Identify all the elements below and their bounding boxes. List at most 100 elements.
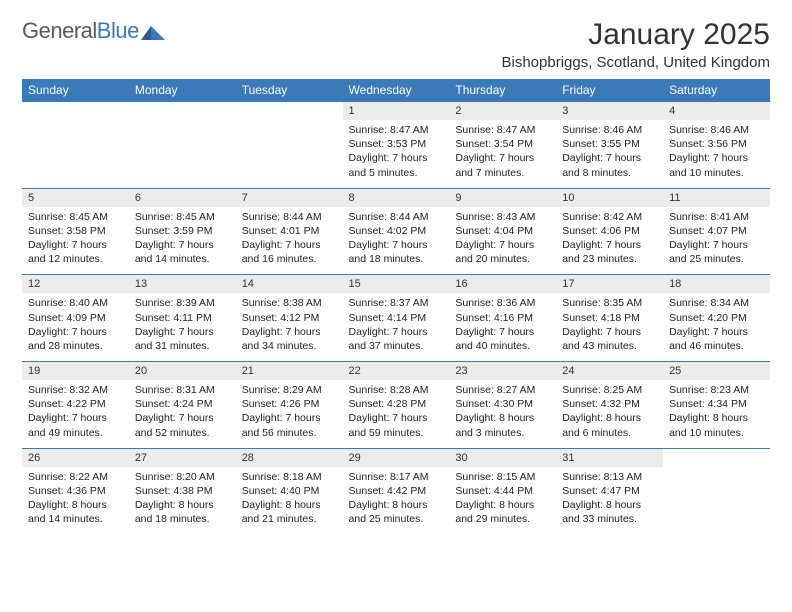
sunset-text: Sunset: 4:40 PM — [242, 484, 337, 498]
sunrise-text: Sunrise: 8:42 AM — [562, 210, 657, 224]
day-content-cell: Sunrise: 8:44 AMSunset: 4:01 PMDaylight:… — [236, 207, 343, 275]
sunrise-text: Sunrise: 8:45 AM — [28, 210, 123, 224]
sunset-text: Sunset: 4:30 PM — [455, 397, 550, 411]
sunset-text: Sunset: 4:20 PM — [669, 311, 764, 325]
daylight-text: Daylight: 7 hours and 31 minutes. — [135, 325, 230, 353]
sunrise-text: Sunrise: 8:43 AM — [455, 210, 550, 224]
day-content-cell: Sunrise: 8:45 AMSunset: 3:58 PMDaylight:… — [22, 207, 129, 275]
sunset-text: Sunset: 3:58 PM — [28, 224, 123, 238]
day-header: Monday — [129, 79, 236, 102]
day-content-cell: Sunrise: 8:25 AMSunset: 4:32 PMDaylight:… — [556, 380, 663, 448]
sunset-text: Sunset: 4:28 PM — [349, 397, 444, 411]
logo-word1: General — [22, 18, 97, 43]
sunrise-text: Sunrise: 8:25 AM — [562, 383, 657, 397]
day-number-cell: 24 — [556, 362, 663, 381]
day-number-cell: 30 — [449, 448, 556, 467]
day-number-cell — [236, 102, 343, 121]
day-number-cell: 18 — [663, 275, 770, 294]
day-content-cell: Sunrise: 8:47 AMSunset: 3:53 PMDaylight:… — [343, 120, 450, 188]
sunset-text: Sunset: 4:01 PM — [242, 224, 337, 238]
content-row: Sunrise: 8:40 AMSunset: 4:09 PMDaylight:… — [22, 293, 770, 361]
daylight-text: Daylight: 7 hours and 18 minutes. — [349, 238, 444, 266]
day-content-cell: Sunrise: 8:28 AMSunset: 4:28 PMDaylight:… — [343, 380, 450, 448]
sunset-text: Sunset: 4:04 PM — [455, 224, 550, 238]
day-number-cell: 12 — [22, 275, 129, 294]
sunset-text: Sunset: 4:11 PM — [135, 311, 230, 325]
logo-word2: Blue — [97, 18, 139, 43]
day-content-cell: Sunrise: 8:27 AMSunset: 4:30 PMDaylight:… — [449, 380, 556, 448]
sunset-text: Sunset: 4:47 PM — [562, 484, 657, 498]
location: Bishopbriggs, Scotland, United Kingdom — [502, 54, 771, 71]
sunset-text: Sunset: 4:02 PM — [349, 224, 444, 238]
day-content-cell — [236, 120, 343, 188]
sunrise-text: Sunrise: 8:44 AM — [349, 210, 444, 224]
daylight-text: Daylight: 8 hours and 14 minutes. — [28, 498, 123, 526]
day-number-cell: 27 — [129, 448, 236, 467]
title-block: January 2025 Bishopbriggs, Scotland, Uni… — [502, 18, 771, 71]
day-header-row: SundayMondayTuesdayWednesdayThursdayFrid… — [22, 79, 770, 102]
sunrise-text: Sunrise: 8:32 AM — [28, 383, 123, 397]
sunset-text: Sunset: 3:56 PM — [669, 137, 764, 151]
content-row: Sunrise: 8:32 AMSunset: 4:22 PM Daylight:… — [22, 380, 770, 448]
sunset-text: Sunset: 4:16 PM — [455, 311, 550, 325]
daylight-text: Daylight: 8 hours and 25 minutes. — [349, 498, 444, 526]
daylight-text: Daylight: 7 hours and 10 minutes. — [669, 151, 764, 179]
calendar-table: SundayMondayTuesdayWednesdayThursdayFrid… — [22, 79, 770, 535]
day-number-cell: 10 — [556, 188, 663, 207]
day-content-cell: Sunrise: 8:42 AMSunset: 4:06 PMDaylight:… — [556, 207, 663, 275]
sunset-text: Sunset: 3:55 PM — [562, 137, 657, 151]
day-number-cell: 22 — [343, 362, 450, 381]
sunrise-text: Sunrise: 8:36 AM — [455, 296, 550, 310]
sunrise-text: Sunrise: 8:27 AM — [455, 383, 550, 397]
day-content-cell: Sunrise: 8:46 AMSunset: 3:56 PMDaylight:… — [663, 120, 770, 188]
sunset-text: Sunset: 4:36 PM — [28, 484, 123, 498]
day-number-cell: 16 — [449, 275, 556, 294]
sunrise-text: Sunrise: 8:17 AM — [349, 470, 444, 484]
day-content-cell: Sunrise: 8:18 AMSunset: 4:40 PMDaylight:… — [236, 467, 343, 535]
sunset-text: Sunset: 4:18 PM — [562, 311, 657, 325]
daylight-text: Daylight: 7 hours and 56 minutes. — [242, 411, 337, 439]
day-number-cell: 13 — [129, 275, 236, 294]
content-row: Sunrise: 8:47 AMSunset: 3:53 PM Daylight:… — [22, 120, 770, 188]
day-content-cell — [22, 120, 129, 188]
daylight-text: Daylight: 7 hours and 34 minutes. — [242, 325, 337, 353]
daynum-row: 1234 — [22, 102, 770, 121]
sunrise-text: Sunrise: 8:46 AM — [562, 123, 657, 137]
daylight-text: Daylight: 8 hours and 6 minutes. — [562, 411, 657, 439]
logo: GeneralBlue — [22, 18, 165, 44]
sunrise-text: Sunrise: 8:47 AM — [349, 123, 444, 137]
day-content-cell: Sunrise: 8:41 AMSunset: 4:07 PMDaylight:… — [663, 207, 770, 275]
sunrise-text: Sunrise: 8:40 AM — [28, 296, 123, 310]
sunset-text: Sunset: 4:22 PM — [28, 397, 123, 411]
daylight-text: Daylight: 7 hours and 28 minutes. — [28, 325, 123, 353]
day-content-cell: Sunrise: 8:13 AMSunset: 4:47 PMDaylight:… — [556, 467, 663, 535]
sunset-text: Sunset: 4:09 PM — [28, 311, 123, 325]
sunset-text: Sunset: 3:53 PM — [349, 137, 444, 151]
sunrise-text: Sunrise: 8:13 AM — [562, 470, 657, 484]
content-row: Sunrise: 8:22 AMSunset: 4:36 PMDaylight:… — [22, 467, 770, 535]
sunrise-text: Sunrise: 8:37 AM — [349, 296, 444, 310]
day-number-cell: 17 — [556, 275, 663, 294]
logo-text: GeneralBlue — [22, 18, 139, 44]
day-number-cell: 28 — [236, 448, 343, 467]
sunrise-text: Sunrise: 8:41 AM — [669, 210, 764, 224]
sunrise-text: Sunrise: 8:31 AM — [135, 383, 230, 397]
day-content-cell: Sunrise: 8:29 AMSunset: 4:26 PMDaylight:… — [236, 380, 343, 448]
daylight-text: Daylight: 8 hours and 21 minutes. — [242, 498, 337, 526]
daylight-text: Daylight: 7 hours and 59 minutes. — [349, 411, 444, 439]
daylight-text: Daylight: 7 hours and 23 minutes. — [562, 238, 657, 266]
day-number-cell: 6 — [129, 188, 236, 207]
day-header: Thursday — [449, 79, 556, 102]
sunrise-text: Sunrise: 8:18 AM — [242, 470, 337, 484]
day-number-cell — [663, 448, 770, 467]
day-content-cell: Sunrise: 8:44 AMSunset: 4:02 PMDaylight:… — [343, 207, 450, 275]
daylight-text: Daylight: 7 hours and 20 minutes. — [455, 238, 550, 266]
daylight-text: Daylight: 7 hours and 7 minutes. — [455, 151, 550, 179]
day-header: Tuesday — [236, 79, 343, 102]
sunrise-text: Sunrise: 8:34 AM — [669, 296, 764, 310]
day-content-cell: Sunrise: 8:34 AMSunset: 4:20 PMDaylight:… — [663, 293, 770, 361]
day-number-cell: 8 — [343, 188, 450, 207]
daynum-row: 12131415161718 — [22, 275, 770, 294]
day-content-cell: Sunrise: 8:17 AMSunset: 4:42 PMDaylight:… — [343, 467, 450, 535]
day-content-cell: Sunrise: 8:22 AMSunset: 4:36 PMDaylight:… — [22, 467, 129, 535]
